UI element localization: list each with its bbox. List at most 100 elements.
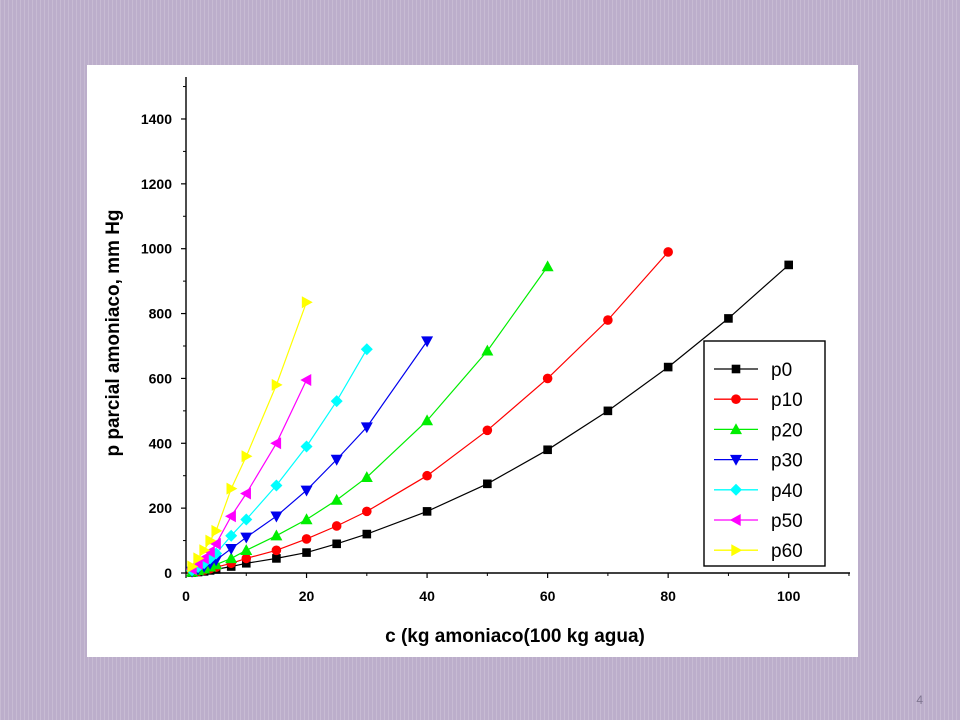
legend-entry-p40: p40 bbox=[714, 481, 803, 502]
x-tick-label: 100 bbox=[777, 588, 801, 604]
data-point-circle bbox=[663, 247, 673, 257]
data-point-diamond bbox=[360, 343, 373, 356]
legend-label: p60 bbox=[771, 541, 803, 562]
data-point-square bbox=[724, 314, 733, 323]
legend: p0 p10 p20 p30 p40 p50 p60 bbox=[703, 340, 826, 567]
data-point-triangle-left bbox=[729, 514, 741, 526]
data-point-circle bbox=[422, 470, 432, 481]
data-point-triangle-up bbox=[330, 493, 343, 505]
series-p0 bbox=[187, 260, 793, 577]
legend-box bbox=[703, 340, 826, 567]
series-p50 bbox=[185, 374, 312, 576]
x-tick-label: 40 bbox=[419, 588, 435, 604]
data-point-triangle-left bbox=[225, 510, 236, 523]
legend-label: p20 bbox=[771, 420, 803, 441]
legend-label: p50 bbox=[771, 511, 803, 532]
data-point-circle bbox=[331, 521, 342, 531]
data-point-triangle-down bbox=[330, 454, 343, 466]
data-point-square bbox=[603, 406, 613, 416]
data-point-triangle-right bbox=[187, 560, 199, 573]
data-point-triangle-left bbox=[270, 437, 282, 450]
data-point-square bbox=[731, 364, 741, 374]
y-tick-label: 400 bbox=[149, 435, 173, 451]
y-tick-label: 600 bbox=[149, 370, 173, 386]
data-point-circle bbox=[482, 425, 493, 436]
legend-label: p0 bbox=[771, 360, 792, 381]
data-point-triangle-down bbox=[300, 485, 313, 497]
legend-entry-p60: p60 bbox=[714, 541, 803, 562]
data-point-triangle-right bbox=[211, 524, 223, 537]
data-point-square bbox=[543, 445, 552, 455]
x-tick-label: 20 bbox=[299, 588, 315, 604]
data-point-diamond bbox=[330, 395, 343, 408]
data-point-triangle-right bbox=[193, 552, 205, 565]
series-line-p10 bbox=[191, 251, 669, 573]
data-point-triangle-left bbox=[203, 545, 215, 558]
legend-entry-p10: p10 bbox=[714, 390, 803, 411]
y-tick-label: 1400 bbox=[141, 111, 172, 127]
legend-label: p10 bbox=[771, 390, 803, 411]
data-point-triangle-down bbox=[240, 532, 253, 544]
x-tick-label: 0 bbox=[182, 588, 190, 604]
series-line-p20 bbox=[191, 266, 549, 573]
data-point-circle bbox=[241, 553, 252, 564]
x-tick-label: 60 bbox=[540, 588, 556, 604]
chart-panel: 0 200 400 600 800 1000 1200 1400 0 20 40 60 80 100 c (… bbox=[87, 65, 858, 657]
data-point-square bbox=[241, 558, 251, 568]
series-p20 bbox=[186, 260, 554, 577]
data-point-triangle-up bbox=[300, 513, 313, 525]
data-point-triangle-left bbox=[240, 487, 251, 500]
data-point-square bbox=[483, 479, 492, 489]
legend-entry-p20: p20 bbox=[714, 420, 803, 441]
y-tick-label: 800 bbox=[149, 306, 173, 322]
x-axis-title: c (kg amoniaco(100 kg agua) bbox=[385, 626, 645, 647]
legend-label: p40 bbox=[771, 481, 803, 502]
data-point-triangle-right bbox=[271, 378, 283, 391]
data-point-square bbox=[663, 362, 673, 372]
data-point-triangle-down bbox=[225, 543, 238, 555]
data-point-circle bbox=[603, 315, 613, 325]
data-point-triangle-up bbox=[421, 414, 434, 426]
data-point-circle bbox=[362, 506, 372, 517]
data-point-triangle-left bbox=[191, 557, 203, 570]
legend-label: p30 bbox=[771, 451, 803, 472]
data-point-triangle-up bbox=[360, 471, 373, 483]
data-point-triangle-down bbox=[730, 454, 742, 466]
data-point-circle bbox=[301, 534, 312, 544]
y-axis-title: p parcial amoniaco, mm Hg bbox=[103, 209, 124, 456]
data-point-square bbox=[422, 507, 432, 516]
data-point-triangle-down bbox=[270, 511, 283, 523]
y-tick-label: 1200 bbox=[141, 176, 172, 192]
data-point-triangle-up bbox=[270, 529, 283, 541]
data-point-triangle-down bbox=[360, 422, 373, 434]
data-point-diamond bbox=[730, 483, 742, 496]
data-point-circle bbox=[731, 394, 741, 405]
data-point-triangle-up bbox=[240, 544, 253, 555]
page-number: 4 bbox=[916, 693, 923, 707]
x-tick-label: 80 bbox=[660, 588, 676, 604]
data-point-circle bbox=[271, 545, 282, 556]
series-p60 bbox=[187, 296, 313, 573]
data-point-triangle-right bbox=[301, 296, 313, 309]
data-point-square bbox=[302, 548, 311, 557]
chart-svg: 0 200 400 600 800 1000 1200 1400 0 20 40 60 80 100 c (… bbox=[103, 77, 850, 647]
data-point-square bbox=[784, 260, 793, 270]
data-point-triangle-right bbox=[199, 544, 211, 557]
data-point-triangle-right bbox=[226, 482, 238, 495]
data-point-triangle-up bbox=[481, 344, 494, 356]
data-point-triangle-down bbox=[421, 336, 434, 348]
y-tick-label: 200 bbox=[149, 500, 173, 516]
series-line-p60 bbox=[191, 301, 308, 567]
series-line-p0 bbox=[191, 264, 790, 574]
data-point-triangle-up bbox=[541, 260, 554, 272]
data-point-triangle-up bbox=[730, 423, 742, 435]
data-point-triangle-right bbox=[731, 544, 743, 557]
data-point-triangle-left bbox=[300, 374, 312, 387]
data-point-diamond bbox=[270, 479, 283, 492]
data-point-diamond bbox=[300, 440, 313, 453]
y-tick-label: 1000 bbox=[141, 241, 172, 257]
data-point-triangle-left bbox=[209, 537, 221, 550]
data-point-diamond bbox=[225, 529, 238, 542]
data-point-circle bbox=[542, 373, 553, 384]
legend-entry-p0: p0 bbox=[714, 360, 792, 381]
